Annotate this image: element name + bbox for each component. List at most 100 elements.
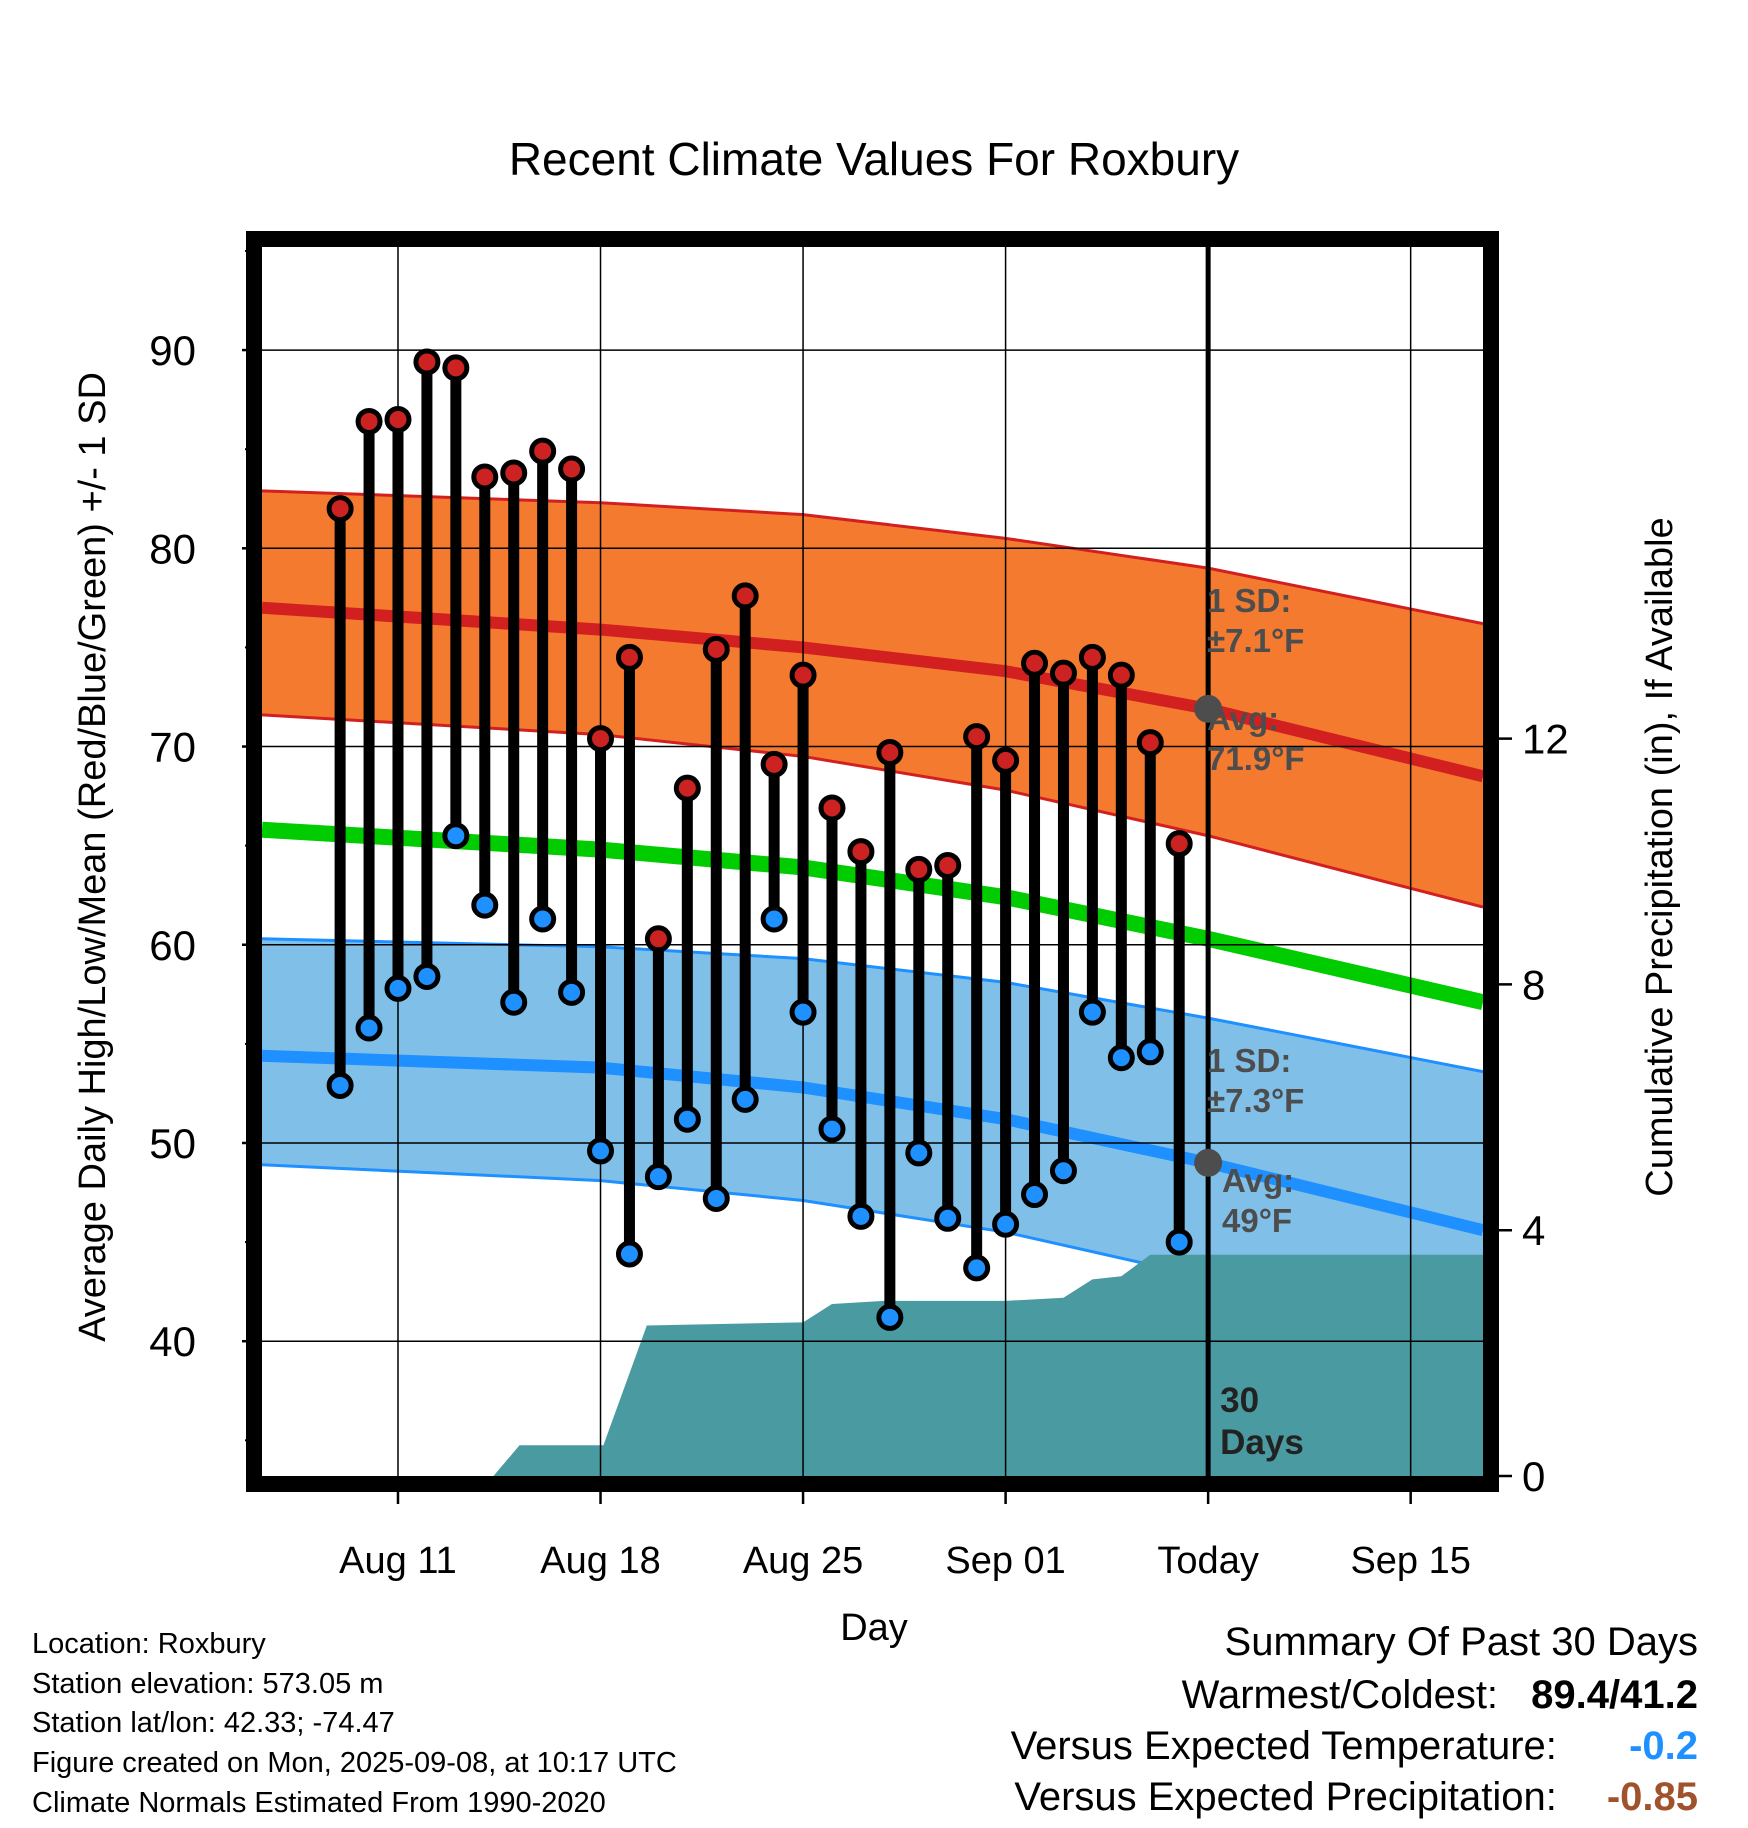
high-point: [1165, 830, 1193, 858]
low-point: [876, 1303, 904, 1331]
y2-tick-label: 4: [1522, 1207, 1545, 1254]
plot-frame: [246, 231, 1499, 1492]
low-point: [471, 891, 499, 919]
footer-latlon: Station lat/lon: 42.33; -74.47: [32, 1707, 395, 1739]
x-tick-label: Sep 15: [1350, 1540, 1470, 1582]
today-window-label-line: 30: [1220, 1381, 1259, 1420]
high-point: [1021, 649, 1049, 677]
low-avg-label-line: 49°F: [1222, 1202, 1292, 1239]
low-point: [644, 1163, 672, 1191]
high-avg-label-line: 71.9°F: [1207, 740, 1305, 777]
footer-normals: Climate Normals Estimated From 1990-2020: [32, 1787, 606, 1819]
y2-tick-label: 0: [1522, 1453, 1545, 1500]
y-axis-label: Average Daily High/Low/Mean (Red/Blue/Gr…: [72, 372, 114, 1342]
high-point: [992, 746, 1020, 774]
y2-tick-label: 12: [1522, 716, 1569, 763]
low-point: [558, 978, 586, 1006]
high-point: [702, 635, 730, 663]
today-window-label-line: Days: [1220, 1423, 1304, 1462]
high-point: [760, 750, 788, 778]
low-point: [818, 1115, 846, 1143]
low-mean-line: [262, 1049, 1483, 1237]
x-axis-label: Day: [840, 1607, 908, 1649]
temp-label: Versus Expected Temperature:: [1010, 1724, 1557, 1768]
low-point: [731, 1085, 759, 1113]
precip-area: [262, 1254, 1483, 1476]
footer-created: Figure created on Mon, 2025-09-08, at 10…: [32, 1747, 677, 1779]
low-point: [326, 1071, 354, 1099]
high-point: [1049, 659, 1077, 687]
high-point: [934, 851, 962, 879]
high-point: [1078, 643, 1106, 671]
low-point: [992, 1210, 1020, 1238]
low-avg-label: Avg: 49°F: [1222, 1162, 1294, 1239]
high-point: [1136, 729, 1164, 757]
x-tick-label: Aug 11: [339, 1540, 457, 1582]
high-point: [789, 661, 817, 689]
high-point: [876, 738, 904, 766]
high-sd-label: 1 SD: ±7.1°F: [1207, 582, 1304, 659]
x-tick-label: Aug 25: [743, 1540, 863, 1582]
low-point: [1107, 1044, 1135, 1072]
low-point: [500, 988, 528, 1016]
y-tick-label: 70: [149, 724, 196, 771]
low-point: [1021, 1181, 1049, 1209]
low-sd-label-line: ±7.3°F: [1207, 1082, 1304, 1119]
high-point: [963, 723, 991, 751]
today-window-label: 30 Days: [1220, 1381, 1304, 1462]
low-point: [1049, 1157, 1077, 1185]
low-point: [615, 1240, 643, 1268]
high-point: [355, 407, 383, 435]
y-tick-label: 40: [149, 1318, 196, 1365]
warm-cold-value: 89.4/41.2: [1531, 1673, 1698, 1717]
high-point: [529, 437, 557, 465]
y2-axis-label: Cumulative Precipitation (in), If Availa…: [1639, 517, 1681, 1196]
low-point: [847, 1202, 875, 1230]
warm-cold-label: Warmest/Coldest:: [1181, 1673, 1499, 1717]
high-point: [326, 495, 354, 523]
precip-label: Versus Expected Precipitation:: [1014, 1775, 1557, 1819]
high-point: [413, 348, 441, 376]
low-point: [1165, 1228, 1193, 1256]
low-point: [587, 1137, 615, 1165]
high-point: [731, 582, 759, 610]
high-point: [384, 405, 412, 433]
low-point: [934, 1204, 962, 1232]
high-point: [1107, 661, 1135, 689]
low-point: [673, 1105, 701, 1133]
precip-value: -0.85: [1606, 1775, 1698, 1819]
low-avg-label-line: Avg:: [1222, 1162, 1294, 1199]
low-point: [905, 1139, 933, 1167]
low-sd-label: 1 SD: ±7.3°F: [1207, 1042, 1304, 1119]
temp-value: -0.2: [1629, 1724, 1698, 1768]
high-point: [558, 455, 586, 483]
chart-title: Recent Climate Values For Roxbury: [509, 133, 1239, 185]
high-point: [847, 838, 875, 866]
summary-title: Summary Of Past 30 Days: [1224, 1620, 1698, 1664]
low-point: [702, 1184, 730, 1212]
high-avg-label: Avg: 71.9°F: [1207, 700, 1305, 777]
low-point: [760, 905, 788, 933]
y-tick-label: 50: [149, 1120, 196, 1167]
low-point: [963, 1254, 991, 1282]
high-point: [442, 354, 470, 382]
low-point: [1078, 998, 1106, 1026]
high-sd-label-line: ±7.1°F: [1207, 622, 1304, 659]
high-point: [818, 794, 846, 822]
high-point: [615, 643, 643, 671]
high-point: [905, 855, 933, 883]
summary-precip: Versus Expected Precipitation: -0.85: [1014, 1775, 1698, 1820]
high-sd-label-line: 1 SD:: [1207, 582, 1291, 619]
x-tick-label: Today: [1157, 1540, 1258, 1582]
y2-tick-label: 8: [1522, 961, 1545, 1008]
footer-elevation: Station elevation: 573.05 m: [32, 1668, 384, 1700]
y-tick-label: 90: [149, 327, 196, 374]
high-point: [587, 725, 615, 753]
low-point: [413, 962, 441, 990]
y-tick-label: 80: [149, 525, 196, 572]
low-point: [384, 974, 412, 1002]
high-point: [644, 925, 672, 953]
low-point: [1136, 1038, 1164, 1066]
